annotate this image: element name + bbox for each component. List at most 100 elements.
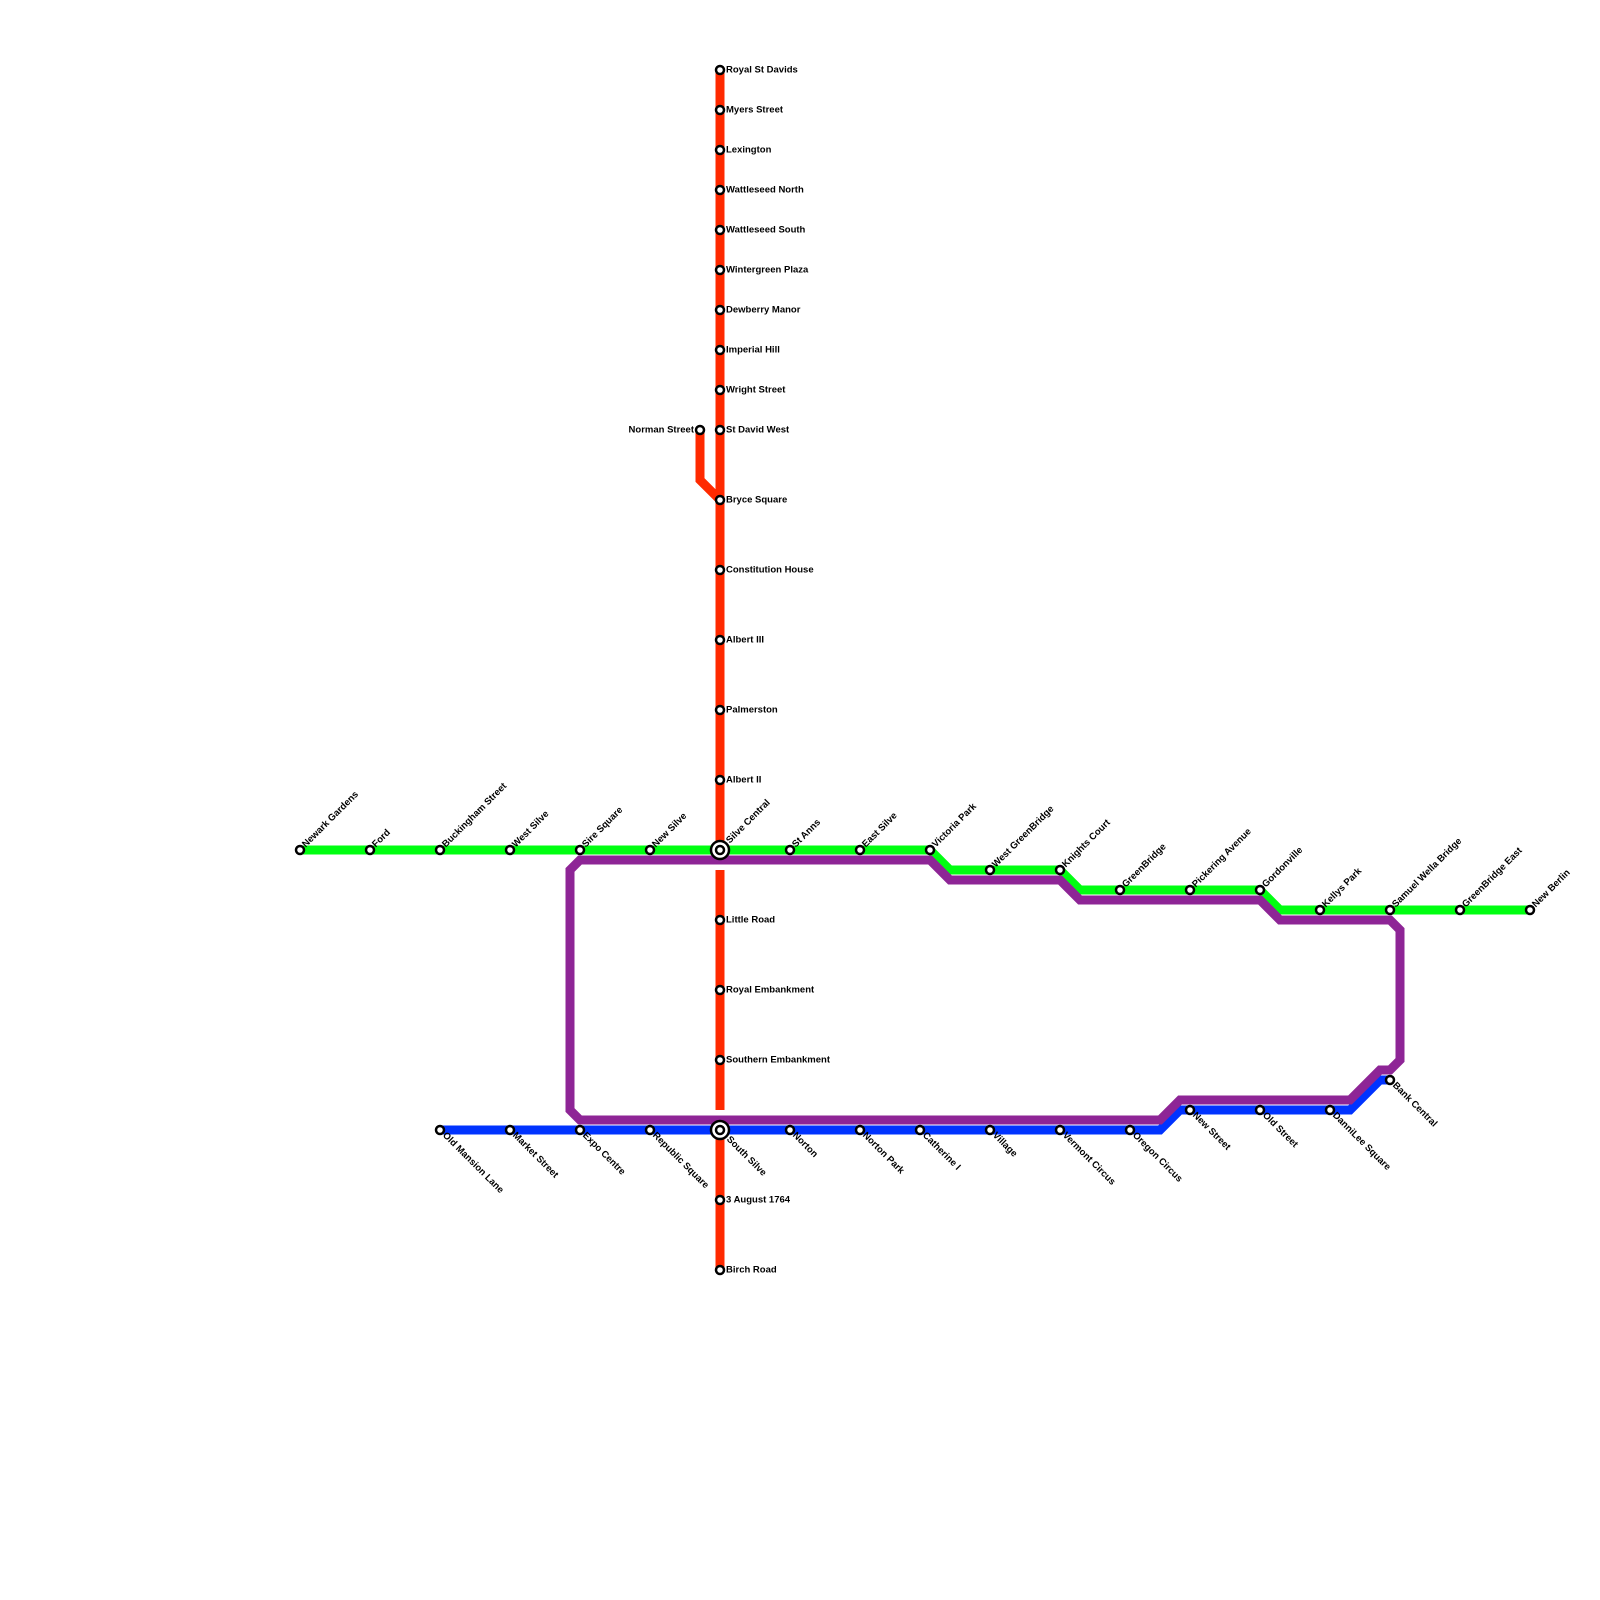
- station-label: Norton: [790, 1130, 820, 1160]
- station: [1124, 1124, 1136, 1136]
- station-label: Albert II: [726, 775, 761, 786]
- station: [714, 1054, 726, 1066]
- station: [984, 864, 996, 876]
- station-label: Catherine I: [920, 1130, 963, 1173]
- station: [574, 1124, 586, 1136]
- stations: Royal St Davids Myers Street Lexington Watt…: [294, 64, 1573, 1276]
- station-label: Wright Street: [726, 385, 786, 396]
- station: [924, 844, 936, 856]
- station-label: Newark Gardens: [300, 789, 361, 850]
- station: [1524, 904, 1536, 916]
- station-label: West Silve: [510, 809, 551, 850]
- station-label: Wintergreen Plaza: [726, 265, 809, 276]
- station: [784, 844, 796, 856]
- station: [1384, 904, 1396, 916]
- station: [714, 384, 726, 396]
- station: [1454, 904, 1466, 916]
- station-label: Old Mansion Lane: [440, 1130, 506, 1196]
- station: [434, 1124, 446, 1136]
- station-label: Bank Central: [1390, 1080, 1439, 1129]
- station: [714, 984, 726, 996]
- station-label: St David West: [726, 425, 790, 436]
- station-label: Albert III: [726, 635, 764, 646]
- station-label: Sire Square: [580, 805, 625, 850]
- station: [714, 424, 726, 436]
- station-label: Vermont Circus: [1060, 1130, 1117, 1187]
- station-label: New Street: [1190, 1110, 1233, 1153]
- station: [914, 1124, 926, 1136]
- station: [714, 634, 726, 646]
- station: [574, 844, 586, 856]
- station-label: Wattleseed North: [726, 185, 804, 196]
- station: [714, 304, 726, 316]
- station: [1114, 884, 1126, 896]
- station-label: Myers Street: [726, 105, 784, 116]
- station: [294, 844, 306, 856]
- station-label: Gordonville: [1260, 845, 1305, 890]
- station-label: Silve Central: [724, 797, 772, 845]
- station-label: Kellys Park: [1320, 865, 1365, 910]
- station-label: Market Street: [510, 1130, 561, 1181]
- station-label: Royal Embankment: [726, 985, 815, 996]
- station: [1184, 884, 1196, 896]
- station: [1254, 1104, 1266, 1116]
- station-label: South Silve: [724, 1134, 768, 1178]
- station: [1054, 864, 1066, 876]
- station-label: Victoria Park: [930, 801, 979, 850]
- station: [714, 64, 726, 76]
- station-label: Buckingham Street: [440, 780, 510, 850]
- station: [714, 704, 726, 716]
- station: [504, 1124, 516, 1136]
- station: [644, 844, 656, 856]
- station: [714, 1194, 726, 1206]
- station: [714, 1264, 726, 1276]
- station: [714, 494, 726, 506]
- station-label: Little Road: [726, 915, 775, 926]
- station: [714, 264, 726, 276]
- station: [714, 914, 726, 926]
- station-label: Wattleseed South: [726, 225, 806, 236]
- station-label: St Anns: [790, 817, 823, 850]
- station: [714, 224, 726, 236]
- station-label: GreenBridge East: [1460, 845, 1525, 910]
- station-label: GreenBridge: [1120, 841, 1168, 889]
- station-label: Norton Park: [860, 1130, 907, 1177]
- station-label: Samuel Wella Bridge: [1390, 836, 1464, 910]
- station-label: East Silve: [860, 810, 900, 850]
- station-label: Oregon Circus: [1130, 1130, 1184, 1184]
- station-label: Palmerston: [726, 705, 778, 716]
- station: [854, 1124, 866, 1136]
- station-label: Dewberry Manor: [726, 305, 801, 316]
- station: [1254, 884, 1266, 896]
- station-label: Royal St Davids: [726, 65, 798, 76]
- station: [434, 844, 446, 856]
- station: [1314, 904, 1326, 916]
- station: [784, 1124, 796, 1136]
- station: [714, 344, 726, 356]
- station-label: Old Street: [1260, 1110, 1300, 1150]
- station-label: DanniLee Square: [1330, 1110, 1393, 1173]
- station-label: Birch Road: [726, 1265, 777, 1276]
- station: [1054, 1124, 1066, 1136]
- station-label: Southern Embankment: [726, 1055, 831, 1066]
- purple-line: [565, 855, 1405, 1125]
- station-label: Lexington: [726, 145, 772, 156]
- station: [644, 1124, 656, 1136]
- interchange-core: [714, 1124, 726, 1136]
- station-label: Village: [990, 1130, 1019, 1159]
- station-label: Constitution House: [726, 565, 814, 576]
- station-label: Norman Street: [629, 425, 695, 436]
- station: [714, 774, 726, 786]
- station: [714, 564, 726, 576]
- station: [854, 844, 866, 856]
- station: [714, 144, 726, 156]
- station-label: New Berlin: [1530, 867, 1573, 910]
- station-label: New Silve: [650, 811, 689, 850]
- station-label: Expo Centre: [580, 1130, 627, 1177]
- station: [694, 424, 706, 436]
- station-label: Bryce Square: [726, 495, 787, 506]
- station-label: West GreenBridge: [990, 804, 1056, 870]
- station: [504, 844, 516, 856]
- station: [714, 184, 726, 196]
